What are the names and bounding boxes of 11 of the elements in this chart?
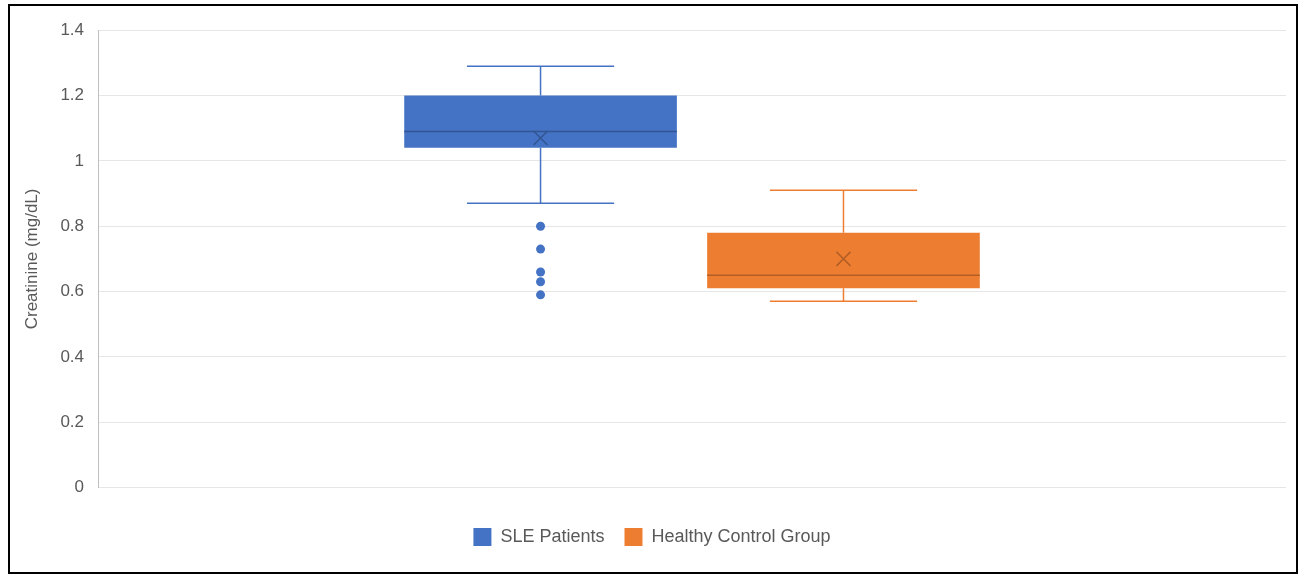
y-tick-label: 1.2 bbox=[60, 85, 85, 105]
y-tick-label: 0.4 bbox=[60, 346, 85, 366]
y-tick-label: 0.8 bbox=[60, 215, 85, 235]
y-axis-title: Creatinine (mg/dL) bbox=[21, 188, 41, 330]
y-tick-label: 1 bbox=[74, 150, 85, 170]
legend-label: SLE Patients bbox=[500, 525, 605, 546]
y-tick-label: 0 bbox=[74, 477, 85, 497]
legend-label: Healthy Control Group bbox=[651, 525, 831, 546]
y-tick-label: 0.2 bbox=[60, 411, 85, 431]
y-tick-label: 1.4 bbox=[60, 19, 85, 39]
y-tick-label: 0.6 bbox=[60, 281, 85, 301]
